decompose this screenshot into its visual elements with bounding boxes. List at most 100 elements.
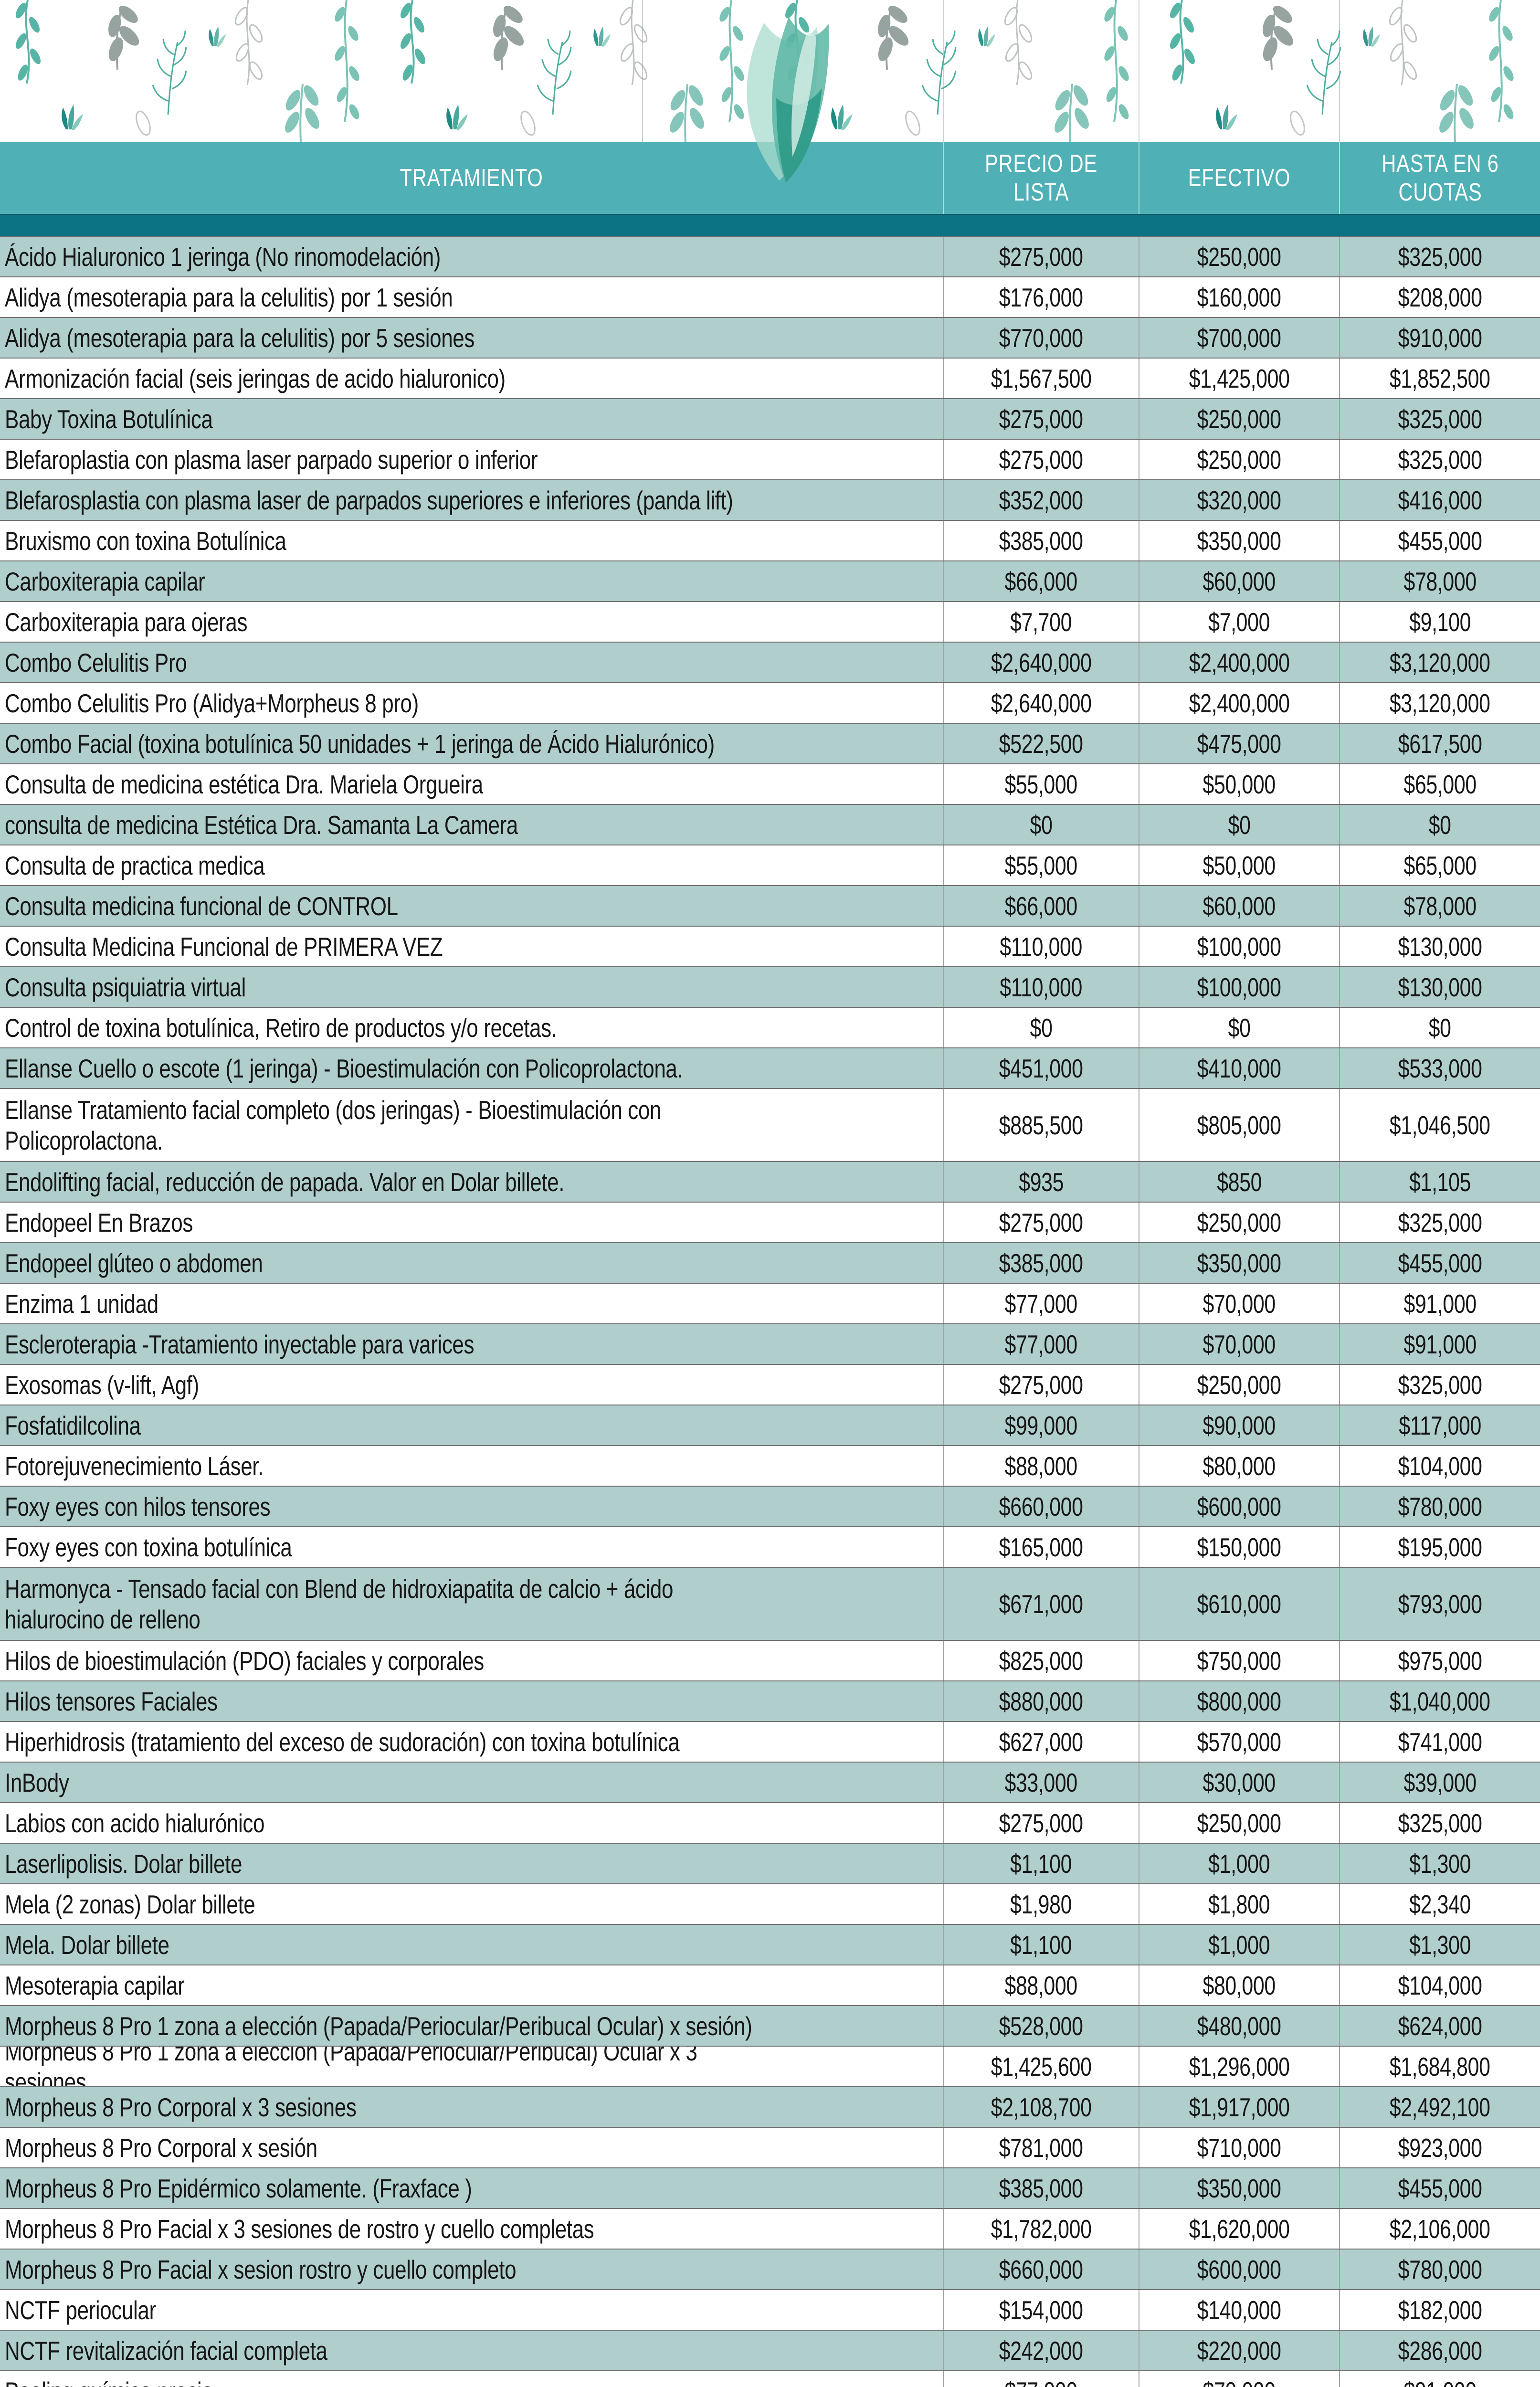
list-price: $451,000 — [999, 1053, 1083, 1083]
treatment-name: Escleroterapia -Tratamiento inyectable p… — [5, 1329, 475, 1359]
table-row: Consulta psiquiatria virtual $110,000 $1… — [0, 966, 1540, 1007]
cash-price-cell: $600,000 — [1139, 2250, 1339, 2289]
treatment-name-cell: Escleroterapia -Tratamiento inyectable p… — [0, 1324, 943, 1364]
installments-price-cell: $325,000 — [1339, 399, 1540, 439]
treatment-name: Morpheus 8 Pro Facial x 3 sesiones de ro… — [5, 2214, 594, 2244]
installments-price: $3,120,000 — [1390, 647, 1490, 677]
treatment-name: Ellanse Cuello o escote (1 jeringa) - Bi… — [5, 1053, 683, 1083]
installments-price: $78,000 — [1403, 891, 1477, 921]
cash-price: $70,000 — [1202, 1289, 1276, 1319]
list-price: $7,700 — [1010, 607, 1072, 637]
list-price: $88,000 — [1004, 1970, 1078, 2000]
list-price: $385,000 — [999, 2173, 1083, 2203]
installments-price-cell: $455,000 — [1339, 1243, 1540, 1283]
list-price-cell: $781,000 — [943, 2128, 1139, 2167]
treatment-name-cell: Control de toxina botulínica, Retiro de … — [0, 1008, 943, 1047]
list-price: $1,567,500 — [991, 363, 1092, 393]
treatment-name: Mesoterapia capilar — [5, 1970, 185, 2000]
cash-price: $800,000 — [1197, 1686, 1281, 1716]
list-price-cell: $77,000 — [943, 2371, 1139, 2387]
cash-price: $250,000 — [1197, 1808, 1281, 1838]
cash-price: $50,000 — [1202, 769, 1276, 799]
treatment-name: Hiperhidrosis (tratamiento del exceso de… — [5, 1727, 680, 1757]
installments-price: $39,000 — [1403, 1767, 1477, 1797]
treatment-name: Enzima 1 unidad — [5, 1289, 158, 1319]
treatment-name-cell: Exosomas (v-lift, Agf) — [0, 1365, 943, 1405]
column-guide-line — [943, 0, 944, 142]
cash-price: $7,000 — [1208, 607, 1270, 637]
cash-price: $250,000 — [1197, 1370, 1281, 1400]
treatment-name: Foxy eyes con toxina botulínica — [5, 1532, 292, 1562]
treatment-name-cell: Consulta psiquiatria virtual — [0, 967, 943, 1007]
cash-price-cell: $350,000 — [1139, 521, 1339, 560]
installments-price-cell: $39,000 — [1339, 1763, 1540, 1802]
installments-price-cell: $533,000 — [1339, 1048, 1540, 1088]
cash-price-cell: $70,000 — [1139, 1324, 1339, 1364]
list-price: $2,640,000 — [991, 647, 1092, 677]
treatment-name-cell: Consulta Medicina Funcional de PRIMERA V… — [0, 927, 943, 966]
treatment-name: Morpheus 8 Pro Corporal x 3 sesiones — [5, 2092, 357, 2122]
table-row: Morpheus 8 Pro Facial x 3 sesiones de ro… — [0, 2208, 1540, 2249]
table-row: Ellanse Tratamiento facial completo (dos… — [0, 1088, 1540, 1161]
table-row: Enzima 1 unidad $77,000 $70,000 $91,000 — [0, 1283, 1540, 1323]
installments-price-cell: $1,300 — [1339, 1925, 1540, 1965]
list-price: $781,000 — [999, 2133, 1083, 2163]
cash-price: $30,000 — [1202, 1767, 1276, 1797]
list-price-cell: $660,000 — [943, 2250, 1139, 2289]
installments-price: $78,000 — [1403, 566, 1477, 596]
cash-price: $160,000 — [1197, 282, 1281, 312]
cash-price-cell: $1,000 — [1139, 1844, 1339, 1883]
installments-price-cell: $975,000 — [1339, 1641, 1540, 1680]
treatment-name-cell: Mela (2 zonas) Dolar billete — [0, 1884, 943, 1924]
treatment-name: Morpheus 8 Pro Facial x sesion rostro y … — [5, 2254, 517, 2284]
table-row: Consulta de practica medica $55,000 $50,… — [0, 845, 1540, 885]
table-row: Carboxiterapia para ojeras $7,700 $7,000… — [0, 601, 1540, 642]
treatment-name-cell: Combo Celulitis Pro — [0, 643, 943, 682]
table-row: InBody $33,000 $30,000 $39,000 — [0, 1762, 1540, 1802]
table-row: Hiperhidrosis (tratamiento del exceso de… — [0, 1721, 1540, 1762]
treatment-name-cell: Combo Facial (toxina botulínica 50 unida… — [0, 724, 943, 763]
cash-price: $410,000 — [1197, 1053, 1281, 1083]
list-price: $66,000 — [1004, 566, 1078, 596]
list-price-cell: $242,000 — [943, 2331, 1139, 2370]
installments-price-cell: $455,000 — [1339, 2168, 1540, 2208]
cash-price-cell: $60,000 — [1139, 886, 1339, 926]
installments-price: $91,000 — [1403, 2376, 1477, 2387]
treatment-name: Morpheus 8 Pro Epidérmico solamente. (Fr… — [5, 2173, 472, 2203]
cash-price: $50,000 — [1202, 850, 1276, 880]
installments-price-cell: $117,000 — [1339, 1405, 1540, 1445]
treatment-name-cell: Laserlipolisis. Dolar billete — [0, 1844, 943, 1883]
list-price: $275,000 — [999, 1370, 1083, 1400]
list-price-cell: $671,000 — [943, 1568, 1139, 1640]
list-price: $2,108,700 — [991, 2092, 1092, 2122]
cash-price-cell: $1,800 — [1139, 1884, 1339, 1924]
cash-price: $0 — [1228, 1013, 1251, 1043]
list-price: $1,782,000 — [991, 2214, 1092, 2244]
cash-price-cell: $50,000 — [1139, 845, 1339, 885]
installments-price: $0 — [1429, 810, 1451, 840]
installments-price: $325,000 — [1398, 242, 1482, 272]
treatment-name: Bruxismo con toxina Botulínica — [5, 526, 286, 556]
treatment-name: NCTF revitalización facial completa — [5, 2335, 327, 2366]
installments-price: $910,000 — [1398, 323, 1482, 353]
table-row: Morpheus 8 Pro 1 zona a elección (Papada… — [0, 2046, 1540, 2086]
cash-price: $100,000 — [1197, 931, 1281, 961]
treatment-name: Hilos tensores Faciales — [5, 1686, 218, 1716]
treatment-name: Fosfatidilcolina — [5, 1410, 141, 1440]
cash-price: $0 — [1228, 810, 1251, 840]
installments-price-cell: $2,492,100 — [1339, 2087, 1540, 2127]
cash-price: $60,000 — [1202, 891, 1276, 921]
installments-price: $1,852,500 — [1390, 363, 1490, 393]
cash-price: $250,000 — [1197, 1207, 1281, 1237]
list-price-cell: $176,000 — [943, 277, 1139, 317]
cash-price: $100,000 — [1197, 972, 1281, 1002]
list-price-cell: $0 — [943, 805, 1139, 845]
table-row: Foxy eyes con hilos tensores $660,000 $6… — [0, 1486, 1540, 1526]
installments-price: $455,000 — [1398, 1248, 1482, 1278]
list-price-cell: $1,980 — [943, 1884, 1139, 1924]
decorative-banner — [0, 0, 1540, 183]
list-price: $1,100 — [1010, 1930, 1072, 1960]
list-price-cell: $77,000 — [943, 1324, 1139, 1364]
cash-price: $250,000 — [1197, 242, 1281, 272]
table-row: Hilos tensores Faciales $880,000 $800,00… — [0, 1680, 1540, 1721]
